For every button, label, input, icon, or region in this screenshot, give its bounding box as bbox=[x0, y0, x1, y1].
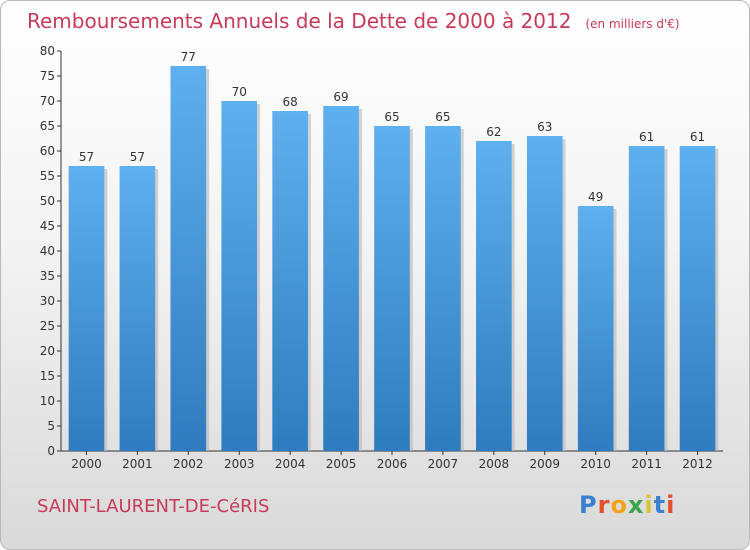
x-tick-label: 2002 bbox=[173, 457, 204, 471]
bar bbox=[628, 146, 665, 451]
bar bbox=[577, 206, 614, 451]
x-tick-label: 2012 bbox=[682, 457, 713, 471]
bar-value-label: 62 bbox=[486, 125, 501, 139]
x-tick-label: 2007 bbox=[428, 457, 459, 471]
proxiti-logo: Proxiti bbox=[579, 491, 675, 519]
bar bbox=[476, 141, 512, 451]
bar bbox=[170, 66, 207, 451]
bar-value-label: 63 bbox=[537, 120, 552, 134]
logo-letter: x bbox=[627, 491, 645, 519]
bar-value-label: 61 bbox=[690, 130, 705, 144]
chart-title-text: Remboursements Annuels de la Dette de 20… bbox=[27, 9, 572, 33]
x-tick-label: 2010 bbox=[580, 457, 611, 471]
chart-title: Remboursements Annuels de la Dette de 20… bbox=[27, 9, 680, 33]
y-tick-label: 25 bbox=[40, 319, 55, 333]
y-tick-label: 20 bbox=[40, 344, 55, 358]
bar-value-label: 69 bbox=[333, 90, 348, 104]
bar bbox=[425, 126, 461, 451]
y-tick-label: 35 bbox=[40, 269, 55, 283]
y-tick-label: 45 bbox=[40, 219, 55, 233]
y-tick-label: 5 bbox=[47, 419, 55, 433]
logo-letter: i bbox=[666, 491, 676, 519]
bar bbox=[679, 146, 716, 451]
bar-chart: 0 5 10 15 20 25 30 35 40 45 50 55 60 65 70 75 80 57 2000 57… bbox=[40, 44, 723, 471]
bar-value-label: 68 bbox=[283, 95, 298, 109]
x-tick-label: 2000 bbox=[71, 457, 102, 471]
logo-letter: P bbox=[579, 491, 598, 519]
bar-value-label: 70 bbox=[232, 85, 247, 99]
y-tick-label: 70 bbox=[40, 94, 55, 108]
x-tick-label: 2006 bbox=[377, 457, 408, 471]
bar-value-label: 77 bbox=[181, 50, 196, 64]
y-tick-label: 80 bbox=[40, 44, 55, 58]
x-tick-label: 2003 bbox=[224, 457, 255, 471]
y-tick-label: 40 bbox=[40, 244, 55, 258]
x-tick-label: 2009 bbox=[529, 457, 560, 471]
logo-letter: o bbox=[610, 491, 628, 519]
commune-name: SAINT-LAURENT-DE-CéRIS bbox=[37, 496, 270, 517]
bar-value-label: 61 bbox=[639, 130, 654, 144]
y-tick-label: 0 bbox=[47, 444, 55, 458]
y-tick-label: 15 bbox=[40, 369, 55, 383]
bar bbox=[68, 166, 105, 451]
x-tick-label: 2004 bbox=[275, 457, 306, 471]
x-tick-label: 2001 bbox=[122, 457, 153, 471]
chart-title-unit: (en milliers d'€) bbox=[585, 17, 680, 31]
bar bbox=[221, 101, 258, 451]
x-tick-label: 2008 bbox=[479, 457, 510, 471]
y-tick-label: 10 bbox=[40, 394, 55, 408]
bar-value-label: 65 bbox=[435, 110, 450, 124]
x-tick-label: 2011 bbox=[631, 457, 662, 471]
bar-value-label: 65 bbox=[384, 110, 399, 124]
y-tick-label: 55 bbox=[40, 169, 55, 183]
bar bbox=[526, 136, 563, 451]
bar-value-label: 49 bbox=[588, 190, 603, 204]
bar bbox=[323, 106, 359, 451]
bar bbox=[119, 166, 156, 451]
logo-letter: r bbox=[597, 491, 611, 519]
y-tick-label: 75 bbox=[40, 69, 55, 83]
bar bbox=[272, 111, 308, 451]
bar bbox=[374, 126, 410, 451]
y-tick-label: 65 bbox=[40, 119, 55, 133]
logo-letter: i bbox=[644, 491, 654, 519]
x-tick-label: 2005 bbox=[326, 457, 357, 471]
y-tick-label: 60 bbox=[40, 144, 55, 158]
y-tick-label: 50 bbox=[40, 194, 55, 208]
logo-letter: t bbox=[653, 491, 667, 519]
bar-value-label: 57 bbox=[130, 150, 145, 164]
bar-value-label: 57 bbox=[79, 150, 94, 164]
y-tick-label: 30 bbox=[40, 294, 55, 308]
